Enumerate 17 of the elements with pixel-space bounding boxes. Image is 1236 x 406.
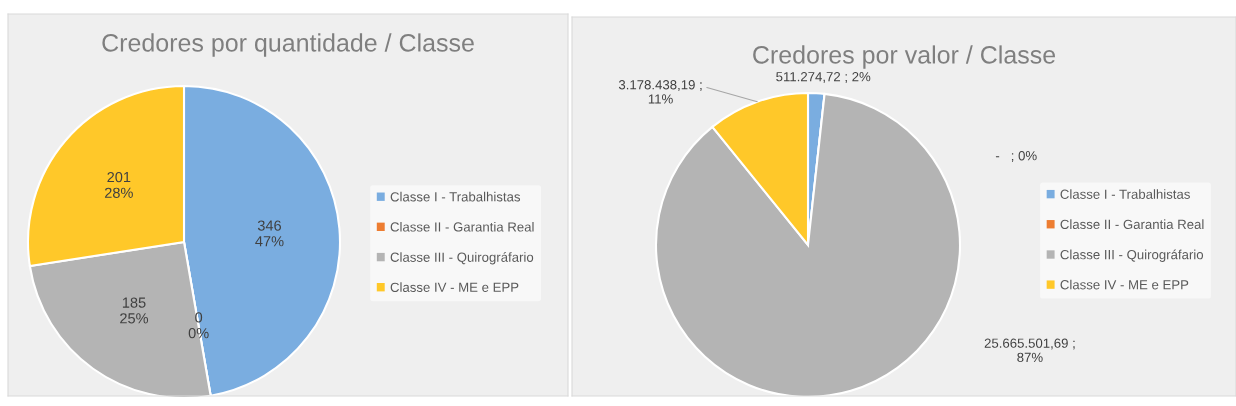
data-label: 3.178.438,19 ; 11%: [618, 80, 702, 104]
data-label: 346 47%: [255, 220, 284, 247]
legend-label: Classe II - Garantia Real: [390, 221, 534, 232]
chart-title: Credores por quantidade / Classe: [102, 33, 474, 57]
data-label: 25.665.501,69 ; 87%: [984, 338, 1075, 363]
legend-label: Classe III - Quirográfario: [1060, 249, 1204, 262]
legend-label: Classe I - Trabalhistas: [1060, 189, 1190, 199]
chart-title: Credores por valor / Classe: [753, 45, 1056, 69]
data-label: 511.274,72 ; 2%: [776, 72, 871, 83]
text: - ; 0%: [995, 151, 1037, 162]
data-label: 185 25%: [120, 297, 149, 324]
legend-label: Classe III - Quirográfario: [390, 252, 534, 265]
legend-label: Classe IV - ME e EPP: [1060, 279, 1189, 290]
data-label: 201 28%: [104, 171, 133, 198]
legend-label: Classe I - Trabalhistas: [390, 191, 521, 202]
legend-label: Classe II - Garantia Real: [1060, 219, 1204, 230]
legend-label: Classe IV - ME e EPP: [390, 282, 519, 292]
